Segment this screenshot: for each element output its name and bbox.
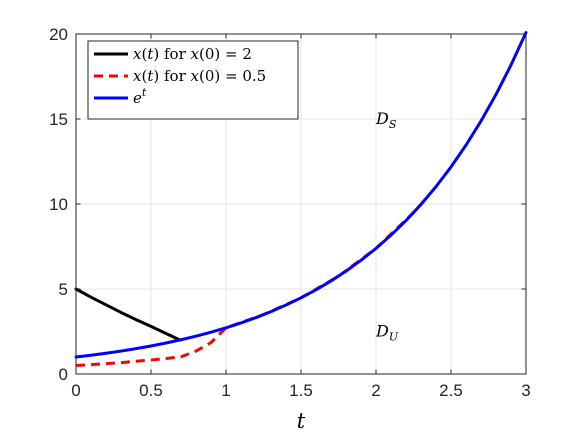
legend-label-0: x(t) for x(0) = 2: [133, 45, 252, 63]
region-label-u: DU: [375, 322, 399, 344]
y-tick-label: 5: [59, 280, 68, 299]
x-tick-label: 0: [71, 381, 80, 400]
legend-label-2: et: [133, 86, 147, 107]
x-tick-label: 1: [221, 381, 230, 400]
x-tick-label: 3: [521, 381, 530, 400]
region-label-s: DS: [375, 109, 397, 131]
x-tick-label: 0.5: [139, 381, 163, 400]
y-tick-label: 15: [49, 110, 68, 129]
x-tick-label: 2: [371, 381, 380, 400]
series-line-2: [74, 31, 528, 359]
series-line-0: [74, 287, 182, 342]
y-tick-label: 20: [49, 25, 68, 44]
axis-ticks: 0 0.5 1 1.5 2 2.5 3 0 5 10 15 20: [49, 25, 531, 400]
y-tick-label: 0: [59, 365, 68, 384]
y-tick-label: 10: [49, 195, 68, 214]
x-tick-label: 2.5: [439, 381, 463, 400]
x-tick-label: 1.5: [289, 381, 313, 400]
legend: x(t) for x(0) = 2 x(t) for x(0) = 0.5et: [87, 40, 299, 120]
x-axis-label: t: [297, 409, 306, 433]
series-line-1: [75, 194, 430, 367]
annotations: DS DU: [375, 109, 399, 344]
series-layer: [74, 31, 528, 367]
legend-label-1: x(t) for x(0) = 0.5: [133, 67, 266, 85]
